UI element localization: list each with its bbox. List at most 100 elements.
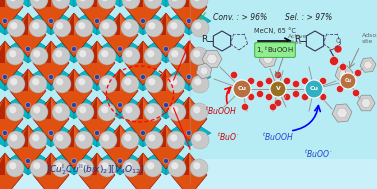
Polygon shape bbox=[121, 63, 143, 91]
Text: Conv. : > 96%: Conv. : > 96% bbox=[213, 12, 267, 22]
Polygon shape bbox=[200, 67, 208, 75]
Circle shape bbox=[125, 162, 132, 169]
Polygon shape bbox=[98, 147, 120, 175]
Polygon shape bbox=[166, 91, 188, 119]
Circle shape bbox=[270, 81, 286, 97]
Polygon shape bbox=[189, 7, 211, 35]
Polygon shape bbox=[6, 147, 28, 175]
Circle shape bbox=[164, 46, 169, 51]
Polygon shape bbox=[10, 13, 46, 57]
Circle shape bbox=[168, 0, 186, 9]
Circle shape bbox=[101, 106, 108, 113]
Polygon shape bbox=[109, 69, 120, 91]
Polygon shape bbox=[166, 0, 188, 7]
Circle shape bbox=[79, 162, 86, 169]
Circle shape bbox=[141, 74, 146, 80]
Polygon shape bbox=[109, 125, 120, 147]
Polygon shape bbox=[202, 50, 222, 68]
Polygon shape bbox=[51, 97, 57, 119]
Polygon shape bbox=[63, 13, 74, 35]
Text: MeCN, 65 °C: MeCN, 65 °C bbox=[254, 28, 296, 34]
Polygon shape bbox=[361, 99, 371, 107]
Circle shape bbox=[10, 134, 17, 141]
Polygon shape bbox=[75, 7, 97, 35]
Polygon shape bbox=[40, 41, 51, 63]
Circle shape bbox=[171, 162, 178, 169]
Polygon shape bbox=[335, 65, 353, 83]
Text: 1, $^t$BuOOH: 1, $^t$BuOOH bbox=[256, 44, 294, 56]
Circle shape bbox=[190, 103, 208, 121]
Polygon shape bbox=[121, 119, 143, 147]
Circle shape bbox=[6, 47, 24, 65]
Polygon shape bbox=[178, 0, 189, 7]
Polygon shape bbox=[120, 0, 142, 7]
Text: Sel. : > 97%: Sel. : > 97% bbox=[285, 12, 332, 22]
Circle shape bbox=[78, 134, 85, 141]
Polygon shape bbox=[33, 0, 69, 29]
Polygon shape bbox=[178, 97, 189, 119]
Text: $[\mathit{Cu}^{\mathrm{I}}_2\mathit{Cu}^{\mathrm{II}}\mathit{(bix)}_2][\mathit{V: $[\mathit{Cu}^{\mathrm{I}}_2\mathit{Cu}^… bbox=[46, 162, 144, 177]
Polygon shape bbox=[28, 91, 50, 119]
Circle shape bbox=[33, 106, 40, 113]
Circle shape bbox=[187, 74, 192, 80]
Circle shape bbox=[191, 19, 209, 37]
Circle shape bbox=[52, 103, 70, 121]
Circle shape bbox=[233, 80, 251, 98]
Polygon shape bbox=[155, 125, 166, 147]
Circle shape bbox=[247, 94, 254, 101]
Polygon shape bbox=[5, 97, 11, 119]
Polygon shape bbox=[74, 13, 80, 35]
Circle shape bbox=[193, 106, 200, 113]
Polygon shape bbox=[109, 13, 120, 35]
Circle shape bbox=[7, 75, 25, 93]
Circle shape bbox=[265, 77, 273, 84]
Polygon shape bbox=[51, 63, 73, 91]
Polygon shape bbox=[10, 69, 46, 113]
Polygon shape bbox=[10, 125, 46, 169]
Polygon shape bbox=[29, 63, 51, 91]
Circle shape bbox=[30, 47, 48, 65]
Circle shape bbox=[144, 103, 162, 121]
Polygon shape bbox=[79, 153, 115, 189]
Circle shape bbox=[56, 22, 63, 29]
Circle shape bbox=[101, 50, 108, 57]
Circle shape bbox=[121, 19, 139, 37]
Circle shape bbox=[145, 131, 163, 149]
Polygon shape bbox=[166, 147, 188, 175]
Circle shape bbox=[124, 134, 131, 141]
Polygon shape bbox=[0, 97, 5, 119]
Polygon shape bbox=[148, 69, 184, 113]
Polygon shape bbox=[28, 35, 50, 63]
Circle shape bbox=[99, 19, 117, 37]
Circle shape bbox=[121, 131, 139, 149]
Polygon shape bbox=[28, 0, 50, 7]
Circle shape bbox=[256, 91, 264, 98]
Circle shape bbox=[144, 159, 162, 177]
Circle shape bbox=[194, 22, 201, 29]
Circle shape bbox=[122, 47, 140, 65]
Polygon shape bbox=[263, 54, 273, 64]
Circle shape bbox=[52, 0, 70, 9]
Circle shape bbox=[6, 103, 24, 121]
Circle shape bbox=[170, 134, 177, 141]
Circle shape bbox=[125, 106, 132, 113]
Circle shape bbox=[118, 159, 123, 163]
Circle shape bbox=[49, 19, 54, 23]
Circle shape bbox=[101, 0, 108, 1]
Polygon shape bbox=[120, 147, 142, 175]
Polygon shape bbox=[74, 35, 96, 63]
Polygon shape bbox=[86, 41, 97, 63]
Circle shape bbox=[6, 159, 24, 177]
Circle shape bbox=[78, 78, 85, 85]
Polygon shape bbox=[196, 63, 211, 79]
Circle shape bbox=[33, 0, 40, 1]
Polygon shape bbox=[74, 0, 96, 7]
Polygon shape bbox=[143, 63, 165, 91]
Circle shape bbox=[284, 77, 291, 84]
Circle shape bbox=[147, 0, 154, 1]
Circle shape bbox=[102, 22, 109, 29]
Circle shape bbox=[230, 71, 238, 78]
Circle shape bbox=[193, 162, 200, 169]
Circle shape bbox=[187, 130, 192, 136]
Polygon shape bbox=[5, 119, 27, 147]
